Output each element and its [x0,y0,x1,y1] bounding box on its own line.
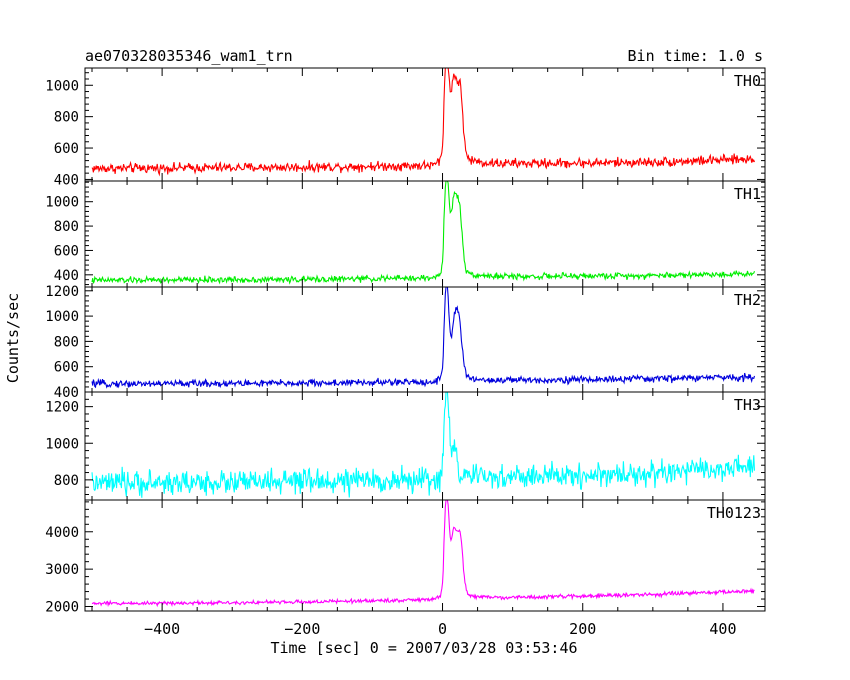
y-tick-label: 4000 [45,525,79,541]
series-label-th2: TH2 [734,291,761,309]
series-line-th1 [91,181,755,285]
x-axis-ticks: −400 −200 0 200 400 [144,620,736,638]
y-tick-label: 600 [54,141,79,157]
y-tick-label: 1000 [45,78,79,94]
y-tick-label: 600 [54,243,79,259]
chart-title: ae070328035346_wam1_trn [85,47,293,65]
y-tick-label: 1200 [45,400,79,416]
y-tick-label: 400 [54,268,79,284]
x-tick-label: 0 [438,620,447,638]
series-line-th0123 [91,500,755,608]
y-tick-label: 1200 [45,284,79,300]
series-label-th3: TH3 [734,396,761,414]
y-tick-label: 1000 [45,309,79,325]
y-axis-label: Counts/sec [4,293,22,383]
y-tick-label: 400 [54,385,79,401]
series-line-th0 [91,68,755,177]
panel-frame [84,180,766,288]
series-line-th2 [91,287,756,389]
y-tick-label: 800 [54,334,79,350]
panel-th0: 400 600 800 1000 TH0 [45,67,766,188]
panel-th2: 400 600 800 1000 1200 TH2 [45,284,766,401]
x-tick-label: −200 [284,620,320,638]
x-tick-label: 200 [569,620,596,638]
x-axis-label: Time [sec] 0 = 2007/03/28 03:53:46 [270,639,577,657]
y-tick-label: 800 [54,110,79,126]
y-tick-label: 800 [54,473,79,489]
x-tick-label: 400 [709,620,736,638]
y-tick-label: 800 [54,219,79,235]
panels: 400 600 800 1000 TH0 400 600 800 1000 TH1 400 600 80… [45,67,766,616]
series-line-th3 [91,392,756,498]
series-label-th1: TH1 [734,185,761,203]
y-tick-label: 1000 [45,195,79,211]
series-label-th0: TH0 [734,72,761,90]
y-tick-label: 400 [54,172,79,188]
y-tick-label: 1000 [45,436,79,452]
x-tick-label: −400 [144,620,180,638]
panel-frame [84,286,766,393]
bin-time-label: Bin time: 1.0 s [628,47,763,65]
y-tick-label: 2000 [45,600,79,616]
series-label-th0123: TH0123 [707,504,761,522]
y-tick-label: 600 [54,360,79,376]
y-tick-label: 3000 [45,562,79,578]
panel-th3: 800 1000 1200 TH3 [45,391,766,501]
panel-th1: 400 600 800 1000 TH1 [45,180,766,288]
panel-th0123: 2000 3000 4000 TH0123 [45,499,766,616]
panel-frame [84,499,766,612]
